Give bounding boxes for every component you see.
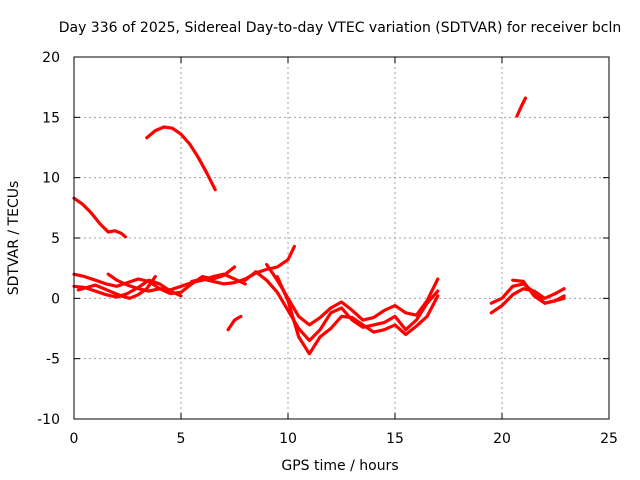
grid <box>74 57 609 419</box>
series-arc-f <box>226 314 243 332</box>
series-arc-late-high <box>515 96 528 118</box>
series-arc-high <box>145 125 217 192</box>
chart-title: Day 336 of 2025, Sidereal Day-to-day VTE… <box>59 20 622 36</box>
x-tick-label: 20 <box>493 431 511 447</box>
series-arc-c <box>76 275 157 300</box>
x-tick-label: 10 <box>279 431 297 447</box>
y-tick-label: 0 <box>51 291 60 307</box>
y-tick-label: 20 <box>42 50 60 66</box>
x-tick-label: 5 <box>177 431 186 447</box>
y-tick-label: -5 <box>46 352 60 368</box>
x-tick-label: 0 <box>70 431 79 447</box>
y-tick-label: -10 <box>37 412 60 428</box>
series-arc-b <box>72 278 183 299</box>
series-arc-decay <box>72 196 128 239</box>
y-tick-label: 10 <box>42 171 60 187</box>
series-arc-i <box>275 275 440 356</box>
y-axis-label: SDTVAR / TECUs <box>6 181 22 296</box>
x-axis-label: GPS time / hours <box>281 458 398 474</box>
x-tick-label: 25 <box>600 431 618 447</box>
series-arc-g <box>243 270 440 343</box>
series-group <box>72 96 566 356</box>
y-tick-label: 5 <box>51 231 60 247</box>
y-tick-label: 15 <box>42 110 60 126</box>
series-arc-d <box>106 272 247 293</box>
series-arc-h <box>265 262 440 327</box>
series-arc-l <box>511 278 566 305</box>
x-tick-label: 15 <box>386 431 404 447</box>
ticks: 0 5 10 15 20 25 -10 -5 0 5 10 15 20 <box>37 50 618 447</box>
